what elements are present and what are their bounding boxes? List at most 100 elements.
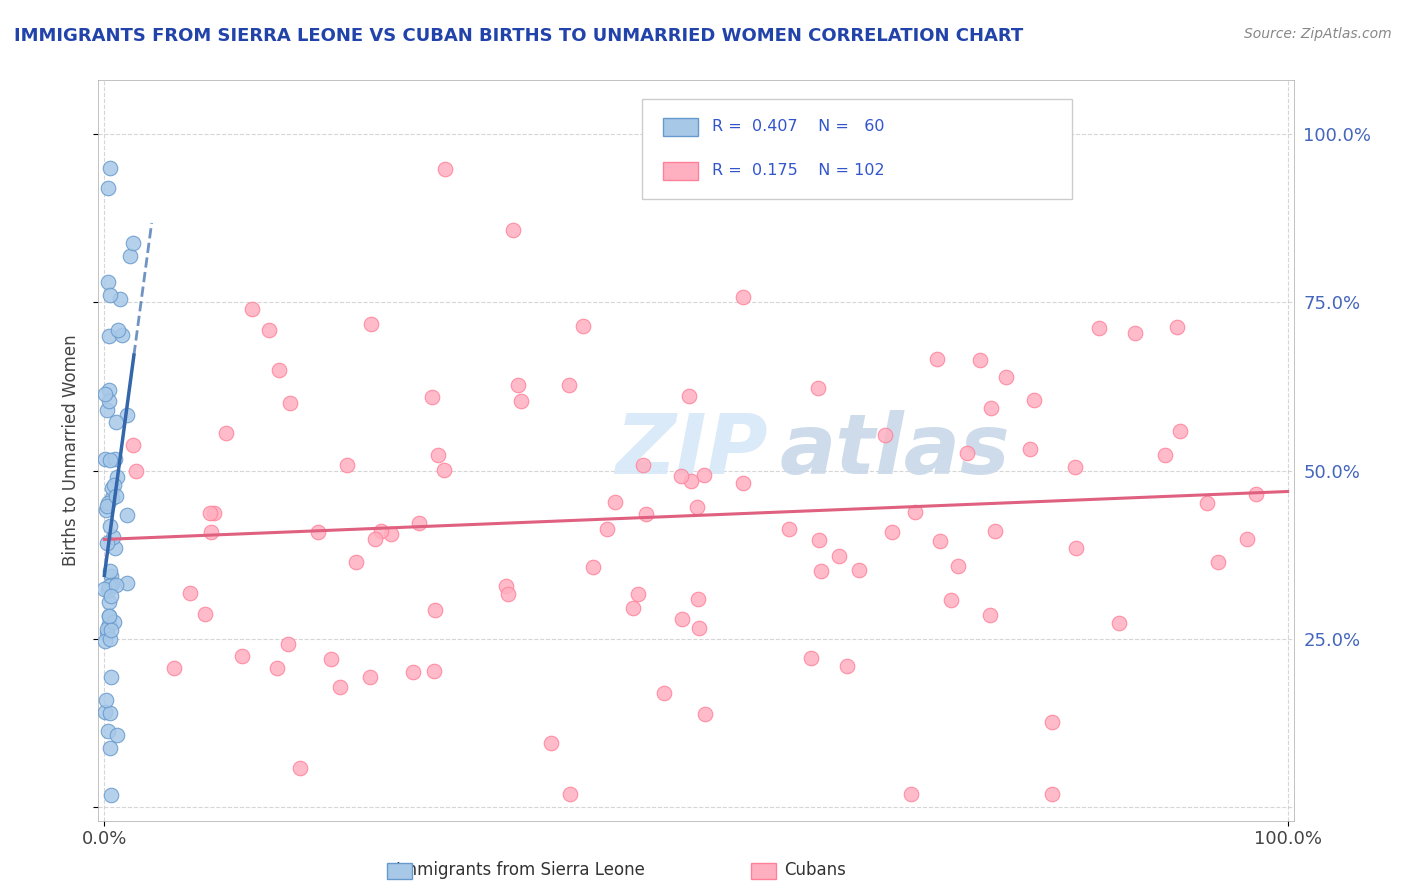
Point	[97, 496, 120, 510]
Point	[104, 541, 127, 555]
Point	[540, 736, 562, 750]
Point	[506, 378, 529, 392]
Point	[118, 250, 141, 264]
Point	[427, 449, 450, 463]
Point	[101, 576, 124, 591]
Text: atlas: atlas	[779, 410, 1011, 491]
Point	[94, 503, 117, 517]
Point	[100, 624, 122, 638]
Point	[101, 481, 124, 495]
Point	[267, 363, 290, 377]
Point	[105, 415, 128, 429]
Point	[97, 579, 120, 593]
Point	[200, 524, 222, 539]
Point	[105, 578, 128, 592]
Point	[778, 522, 800, 536]
Point	[558, 378, 581, 392]
Point	[100, 788, 122, 802]
Text: IMMIGRANTS FROM SIERRA LEONE VS CUBAN BIRTHS TO UNMARRIED WOMEN CORRELATION CHAR: IMMIGRANTS FROM SIERRA LEONE VS CUBAN BI…	[14, 27, 1024, 45]
Point	[681, 475, 703, 489]
Point	[96, 623, 118, 637]
Point	[1018, 442, 1040, 457]
Point	[100, 632, 122, 646]
Point	[495, 579, 517, 593]
Point	[98, 706, 121, 720]
FancyBboxPatch shape	[662, 118, 699, 136]
Point	[105, 470, 128, 484]
Point	[115, 508, 138, 522]
Point	[115, 575, 138, 590]
Point	[423, 603, 446, 617]
Point	[925, 351, 948, 366]
Point	[695, 707, 717, 722]
Point	[121, 236, 143, 251]
Point	[634, 507, 657, 521]
Point	[800, 651, 823, 665]
Point	[558, 787, 581, 801]
Point	[97, 275, 120, 289]
Point	[402, 665, 425, 679]
Point	[848, 562, 870, 576]
Point	[97, 595, 120, 609]
Point	[108, 292, 131, 306]
Point	[370, 524, 392, 538]
Point	[98, 383, 121, 397]
Point	[278, 396, 301, 410]
Point	[94, 705, 117, 719]
Point	[807, 533, 830, 547]
Point	[498, 587, 520, 601]
Point	[359, 670, 381, 684]
Point	[502, 223, 524, 237]
Point	[107, 323, 129, 337]
Text: Cubans: Cubans	[785, 861, 846, 879]
Point	[202, 506, 225, 520]
Point	[215, 426, 238, 441]
Point	[669, 469, 692, 483]
FancyBboxPatch shape	[643, 99, 1073, 199]
Point	[103, 615, 125, 629]
Point	[828, 549, 851, 563]
Point	[98, 565, 121, 579]
Point	[97, 582, 120, 597]
Point	[94, 387, 117, 401]
Text: ZIP: ZIP	[614, 410, 768, 491]
Point	[97, 181, 120, 195]
Point	[980, 401, 1002, 415]
Point	[240, 301, 263, 316]
Point	[125, 464, 148, 478]
Point	[627, 587, 650, 601]
Point	[110, 328, 132, 343]
Point	[100, 491, 122, 506]
Point	[434, 162, 457, 177]
Point	[288, 761, 311, 775]
Point	[115, 409, 138, 423]
Y-axis label: Births to Unmarried Women: Births to Unmarried Women	[62, 334, 80, 566]
Point	[98, 453, 121, 467]
Point	[100, 577, 122, 591]
Point	[1244, 486, 1267, 500]
Point	[678, 389, 700, 403]
Point	[266, 661, 288, 675]
Point	[93, 582, 115, 597]
Point	[904, 505, 927, 519]
Point	[100, 568, 122, 582]
Point	[98, 161, 121, 175]
Point	[995, 369, 1018, 384]
Point	[981, 176, 1004, 190]
Point	[572, 318, 595, 333]
Point	[104, 451, 127, 466]
Point	[364, 532, 387, 546]
Point	[929, 533, 952, 548]
Point	[98, 608, 121, 623]
Point	[956, 446, 979, 460]
Point	[98, 288, 121, 302]
Point	[603, 494, 626, 508]
Point	[163, 661, 186, 675]
Point	[336, 458, 359, 473]
Text: Immigrants from Sierra Leone: Immigrants from Sierra Leone	[395, 861, 645, 879]
Point	[1236, 532, 1258, 546]
Point	[1208, 555, 1230, 569]
Point	[96, 536, 118, 550]
Point	[179, 586, 201, 600]
Point	[94, 452, 117, 467]
